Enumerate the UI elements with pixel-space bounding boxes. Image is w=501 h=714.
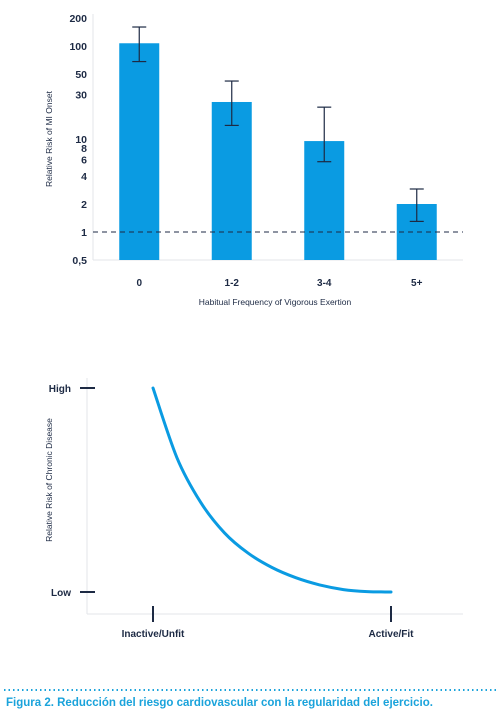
y-tick-label: 6: [81, 155, 87, 167]
y-tick-label-low: Low: [51, 588, 71, 599]
bar-0: [119, 43, 160, 260]
y-tick-label: 8: [81, 143, 87, 155]
error-bar-1-2: [224, 80, 239, 127]
error-bar-5+: [409, 188, 424, 223]
risk-curve: [151, 386, 393, 594]
x-tick-label: 1-2: [225, 278, 240, 289]
chart2-y-axis-label: Relative Risk of Chronic Disease: [44, 418, 54, 542]
y-tick-label: 2: [81, 199, 87, 211]
x-tick-label-active: Active/Fit: [368, 629, 414, 640]
y-tick-label: 50: [75, 69, 87, 81]
bar-1-2: [211, 101, 252, 260]
figure-caption: Figura 2. Reducción del riesgo cardiovas…: [6, 697, 433, 709]
y-tick-label: 200: [69, 13, 87, 25]
y-tick-label: 100: [69, 41, 87, 53]
x-tick-label: 3-4: [317, 278, 332, 289]
error-bar-0: [132, 26, 147, 63]
y-tick-label-high: High: [49, 384, 71, 395]
chart1-x-axis-label: Habitual Frequency of Vigorous Exertion: [199, 297, 352, 307]
x-tick-label: 0: [136, 278, 142, 289]
x-tick-label: 5+: [411, 278, 423, 289]
y-tick-label: 30: [75, 90, 87, 102]
y-tick-label: 4: [81, 171, 87, 183]
x-tick-label-inactive: Inactive/Unfit: [122, 629, 185, 640]
chronic-disease-risk-chart: High Low Inactive/Unfit Active/Fit Relat…: [44, 378, 463, 640]
error-bar-3-4: [317, 106, 332, 163]
y-tick-label: 0,5: [72, 255, 87, 267]
y-tick-label: 1: [81, 227, 87, 239]
chart1-y-axis-label: Relative Risk of MI Onset: [44, 90, 54, 187]
y-tick-label: 10: [75, 134, 87, 146]
